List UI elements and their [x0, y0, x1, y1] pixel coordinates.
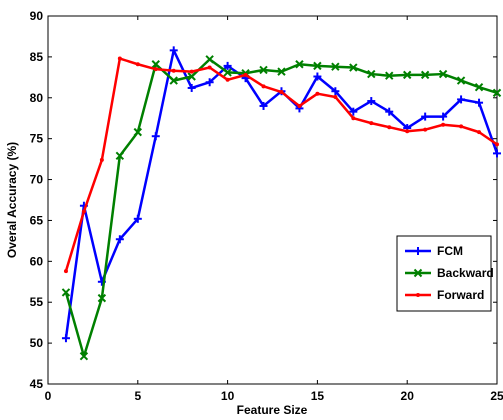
forward-point	[351, 116, 356, 121]
forward-point	[117, 56, 122, 61]
forward-point	[153, 67, 158, 72]
series-backward	[61, 55, 502, 361]
x-tick-labels: 0 5 10 15 20 25	[45, 389, 503, 403]
backward-point	[349, 63, 358, 72]
forward-point	[207, 65, 212, 70]
backward-point	[402, 70, 412, 80]
backward-point	[223, 68, 232, 77]
x-tick-label: 20	[401, 389, 415, 403]
x-axis-title: Feature Size	[237, 403, 308, 417]
forward-point	[297, 103, 302, 108]
backward-point	[492, 88, 502, 98]
y-tick-label: 80	[30, 91, 44, 105]
forward-point	[405, 129, 410, 134]
forward-point	[495, 142, 499, 147]
tick-marks	[47, 15, 498, 385]
y-tick-label: 85	[30, 50, 44, 64]
x-tick-label: 0	[45, 389, 52, 403]
legend-label-fcm: FCM	[437, 244, 463, 258]
backward-point	[115, 151, 125, 161]
forward-point	[243, 72, 248, 77]
legend-label-backward: Backward	[437, 266, 494, 280]
y-tick-label: 75	[30, 132, 44, 146]
forward-point	[189, 69, 194, 74]
y-tick-label: 45	[30, 377, 44, 391]
forward-point	[423, 127, 428, 132]
y-tick-labels: 45 50 55 60 65 70 75 80 85 90	[30, 9, 44, 391]
backward-point	[313, 61, 322, 71]
backward-point	[151, 60, 160, 69]
backward-point	[133, 127, 143, 137]
backward-point	[79, 351, 89, 361]
backward-point	[456, 76, 466, 85]
forward-point	[459, 124, 464, 129]
forward-point	[477, 130, 482, 135]
legend: FCM Backward Forward	[396, 235, 494, 312]
backward-point	[61, 288, 71, 297]
forward-point	[369, 121, 374, 126]
y-tick-label: 55	[30, 295, 44, 309]
forward-point	[171, 68, 176, 73]
backward-point	[295, 60, 304, 69]
y-tick-label: 90	[30, 9, 44, 23]
backward-point	[259, 65, 268, 75]
backward-point	[438, 69, 448, 79]
series-layer	[61, 46, 502, 361]
backward-point	[474, 82, 484, 92]
forward-point	[315, 91, 320, 96]
y-tick-label: 60	[30, 254, 44, 268]
forward-point	[333, 94, 338, 99]
legend-entries: FCM Backward Forward	[405, 244, 494, 302]
backward-point	[277, 67, 286, 76]
backward-point	[169, 76, 178, 85]
x-tick-label: 15	[311, 389, 325, 403]
forward-point	[135, 62, 140, 67]
forward-point	[261, 84, 266, 89]
y-tick-label: 70	[30, 173, 44, 187]
x-tick-label: 25	[490, 389, 503, 403]
forward-point	[279, 90, 284, 95]
backward-point	[97, 293, 107, 303]
backward-point	[331, 62, 340, 71]
y-tick-label: 50	[30, 336, 44, 350]
y-tick-label: 65	[30, 213, 44, 227]
forward-point	[81, 209, 86, 214]
x-tick-label: 10	[221, 389, 235, 403]
forward-point	[441, 122, 446, 127]
legend-marker-forward	[416, 293, 420, 297]
backward-point	[385, 71, 394, 80]
legend-label-forward: Forward	[437, 288, 484, 302]
backward-point	[187, 72, 196, 81]
backward-point	[205, 55, 214, 64]
y-axis-title: Overal Accuracy (%)	[5, 142, 19, 258]
legend-marker-backward	[413, 268, 423, 278]
forward-point	[99, 157, 104, 162]
series-forward	[63, 56, 499, 274]
forward-point	[387, 125, 392, 130]
backward-point	[420, 70, 430, 80]
backward-point	[367, 69, 376, 79]
forward-point	[63, 269, 68, 274]
forward-point	[225, 77, 230, 82]
x-tick-label: 5	[134, 389, 141, 403]
